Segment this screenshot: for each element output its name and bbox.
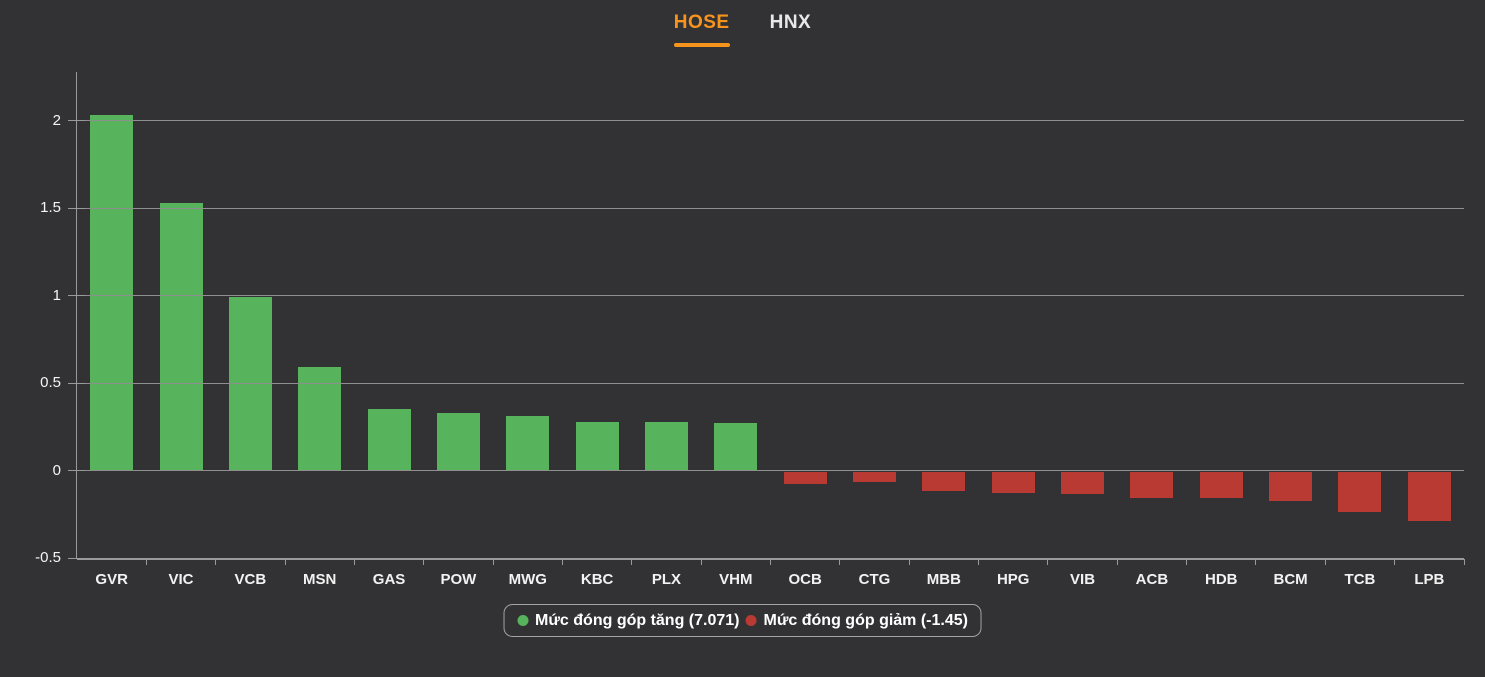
x-axis-tick [561,559,563,565]
y-axis-tick [68,120,85,121]
legend-item-label: Mức đóng góp giảm (-1.45) [763,611,968,629]
legend-item-label: Mức đóng góp tăng (7.071) [535,611,740,629]
y-axis-label: 2 [52,111,61,129]
bar-tcb[interactable] [1338,471,1382,512]
gridline [77,470,1464,471]
bar-mbb[interactable] [922,471,966,491]
x-axis-tick [1047,559,1049,565]
y-axis-tick [68,470,85,471]
x-axis-label: HPG [996,571,1030,588]
x-axis-tick [1463,559,1465,565]
legend-item-increase[interactable]: Mức đóng góp tăng (7.071) [517,611,740,630]
x-axis-label: TCB [1344,571,1376,588]
x-axis-label: CTG [858,571,891,588]
gridline [77,382,1464,384]
x-axis-tick [700,559,702,565]
tab-hnx-label: HNX [769,12,812,33]
y-axis-label: 0 [52,461,61,479]
bar-vib[interactable] [1061,471,1105,495]
tab-hose[interactable]: HOSE [654,6,750,47]
x-axis-tick [1255,559,1257,565]
x-axis-label: MWG [508,571,547,588]
bar-mwg[interactable] [506,416,550,471]
x-axis-label: VIC [168,571,194,588]
x-axis-tick [1186,559,1188,565]
bar-vic[interactable] [159,202,203,471]
bar-hpg[interactable] [991,471,1035,493]
x-axis-label: VHM [719,571,753,588]
bar-bcm[interactable] [1269,471,1313,502]
x-axis-label: GAS [372,571,406,588]
y-axis-tick [68,557,85,559]
legend-item-decrease[interactable]: Mức đóng góp giảm (-1.45) [745,611,968,630]
x-axis-tick [284,559,286,565]
x-axis-tick [1116,559,1118,565]
x-axis-label: VCB [234,571,267,588]
gridline [77,120,1464,121]
x-axis-tick [978,559,980,565]
y-axis-label: 1 [52,286,61,304]
bar-plx[interactable] [644,421,688,471]
x-axis-line [77,557,1464,560]
bar-kbc[interactable] [575,421,619,471]
x-axis-label: VIB [1070,571,1096,588]
x-axis-label: POW [440,571,477,588]
bar-ctg[interactable] [853,471,897,482]
x-axis-label: ACB [1135,571,1169,588]
x-axis-label: GVR [95,571,128,588]
tab-inactive-underline [770,43,812,47]
x-axis-label: KBC [580,571,614,588]
gridline [77,295,1464,296]
x-axis-tick [908,559,910,565]
x-axis-label: LPB [1414,571,1445,588]
x-axis-label: PLX [651,571,682,588]
y-axis-tick [68,295,85,296]
plot-area: 2 1.5 1 0.5 0 -0.5 GVR VIC VCB MSN GAS POW MWG KBC PLX… [35,72,1465,588]
x-axis-tick [631,559,633,565]
gridline [77,207,1464,209]
bar-msn[interactable] [298,367,342,471]
bar-ocb[interactable] [783,471,827,484]
bar-acb[interactable] [1130,471,1174,498]
x-axis-tick [770,559,771,565]
x-axis-tick [1394,559,1396,565]
bar-vhm[interactable] [714,423,758,471]
y-axis-tick [68,207,85,209]
x-axis-label: BCM [1273,571,1308,588]
bar-gas[interactable] [367,409,411,471]
tab-active-underline [673,43,730,47]
x-axis-label: HDB [1205,571,1238,588]
y-axis-label: -0.5 [35,549,61,566]
bar-hdb[interactable] [1199,471,1243,498]
x-axis-tick [839,559,841,565]
bar-vcb[interactable] [228,297,272,471]
x-axis-label: OCB [788,571,822,588]
bar-gvr[interactable] [90,115,134,471]
y-axis-label: 0.5 [40,374,61,391]
y-axis-label: 1.5 [40,199,61,216]
bar-lpb[interactable] [1407,471,1451,521]
x-axis-label: MBB [926,571,961,588]
x-axis-tick [1324,559,1326,565]
y-axis-line [76,72,77,559]
tab-hose-label: HOSE [673,12,730,33]
bar-pow[interactable] [436,412,480,471]
x-axis-tick [423,559,425,565]
x-axis-tick [353,559,355,565]
tabs-bar: HOSE HNX [0,6,1485,47]
legend: Mức đóng góp tăng (7.071) Mức đóng góp gi… [503,604,982,637]
x-axis-tick [492,559,494,565]
tab-hnx[interactable]: HNX [750,6,832,47]
y-axis-tick [68,382,85,384]
x-axis-tick [215,559,217,565]
x-axis-tick [145,559,147,565]
green-dot-icon [517,615,529,626]
x-axis-label: MSN [303,571,337,588]
red-dot-icon [745,615,757,626]
